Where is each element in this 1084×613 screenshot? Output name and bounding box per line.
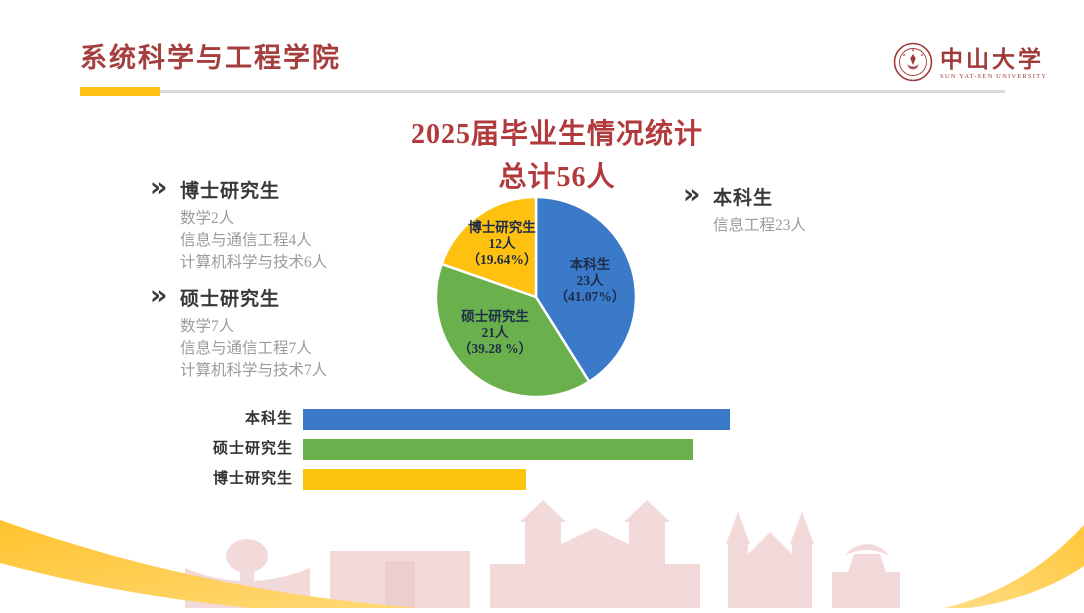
- university-seal-icon: [893, 42, 933, 87]
- info-item: 信息与通信工程7人: [180, 340, 312, 357]
- page-title: 系统科学与工程学院: [80, 43, 341, 73]
- bar-label: 硕士研究生: [212, 441, 293, 457]
- info-item: 计算机科学与技术7人: [180, 362, 328, 379]
- logo-name-cn: 中山大学: [940, 47, 1044, 73]
- pie-label-master: 硕士研究生 21人 （39.28 %）: [457, 309, 533, 356]
- info-item: 计算机科学与技术6人: [180, 254, 328, 271]
- logo-name-en: SUN YAT-SEN UNIVERSITY: [940, 73, 1048, 81]
- chart-title: 2025届毕业生情况统计 总计56人: [357, 112, 757, 195]
- divider-line: [160, 90, 1005, 93]
- pie-label-undergrad: 本科生 23人 （41.07%）: [554, 257, 626, 304]
- university-logo: 中山大学 SUN YAT-SEN UNIVERSITY: [893, 42, 1047, 87]
- bar-undergrad: [303, 409, 730, 430]
- pie-chart: 本科生 23人 （41.07%） 硕士研究生 21人 （39.28 %） 博士研…: [431, 192, 641, 402]
- info-block-master: » 硕士研究生 数学7人 信息与通信工程7人 计算机科学与技术7人: [150, 280, 328, 382]
- chart-title-line2: 总计56人: [498, 162, 616, 193]
- pie-slice: [440, 195, 538, 299]
- pie-slice: [434, 262, 591, 399]
- bar-doctoral: [303, 469, 526, 490]
- info-item: 信息工程23人: [713, 217, 807, 234]
- double-chevron-icon: »: [150, 172, 168, 203]
- chart-title-line1: 2025届毕业生情况统计: [410, 119, 703, 150]
- double-chevron-icon: »: [683, 179, 701, 210]
- pie-chart-svg: [434, 195, 638, 399]
- info-heading-master: 硕士研究生: [180, 289, 281, 310]
- accent-bar: [80, 87, 160, 96]
- info-block-doctoral: » 博士研究生 数学2人 信息与通信工程4人 计算机科学与技术6人: [150, 172, 328, 274]
- info-block-undergrad: » 本科生 信息工程23人: [683, 179, 807, 237]
- info-item: 数学2人: [180, 210, 235, 227]
- info-item: 信息与通信工程4人: [180, 232, 312, 249]
- info-item: 数学7人: [180, 318, 235, 335]
- pie-label-doctoral: 博士研究生 12人 （19.64%）: [466, 220, 538, 267]
- info-heading-undergrad: 本科生: [713, 188, 774, 209]
- double-chevron-icon: »: [150, 280, 168, 311]
- bar-label: 博士研究生: [212, 471, 293, 487]
- info-heading-doctoral: 博士研究生: [180, 181, 281, 202]
- bar-master: [303, 439, 693, 460]
- corner-arc-bottom-right: [944, 473, 1084, 613]
- bar-label: 本科生: [244, 411, 293, 427]
- campus-buildings-watermark: [180, 498, 900, 613]
